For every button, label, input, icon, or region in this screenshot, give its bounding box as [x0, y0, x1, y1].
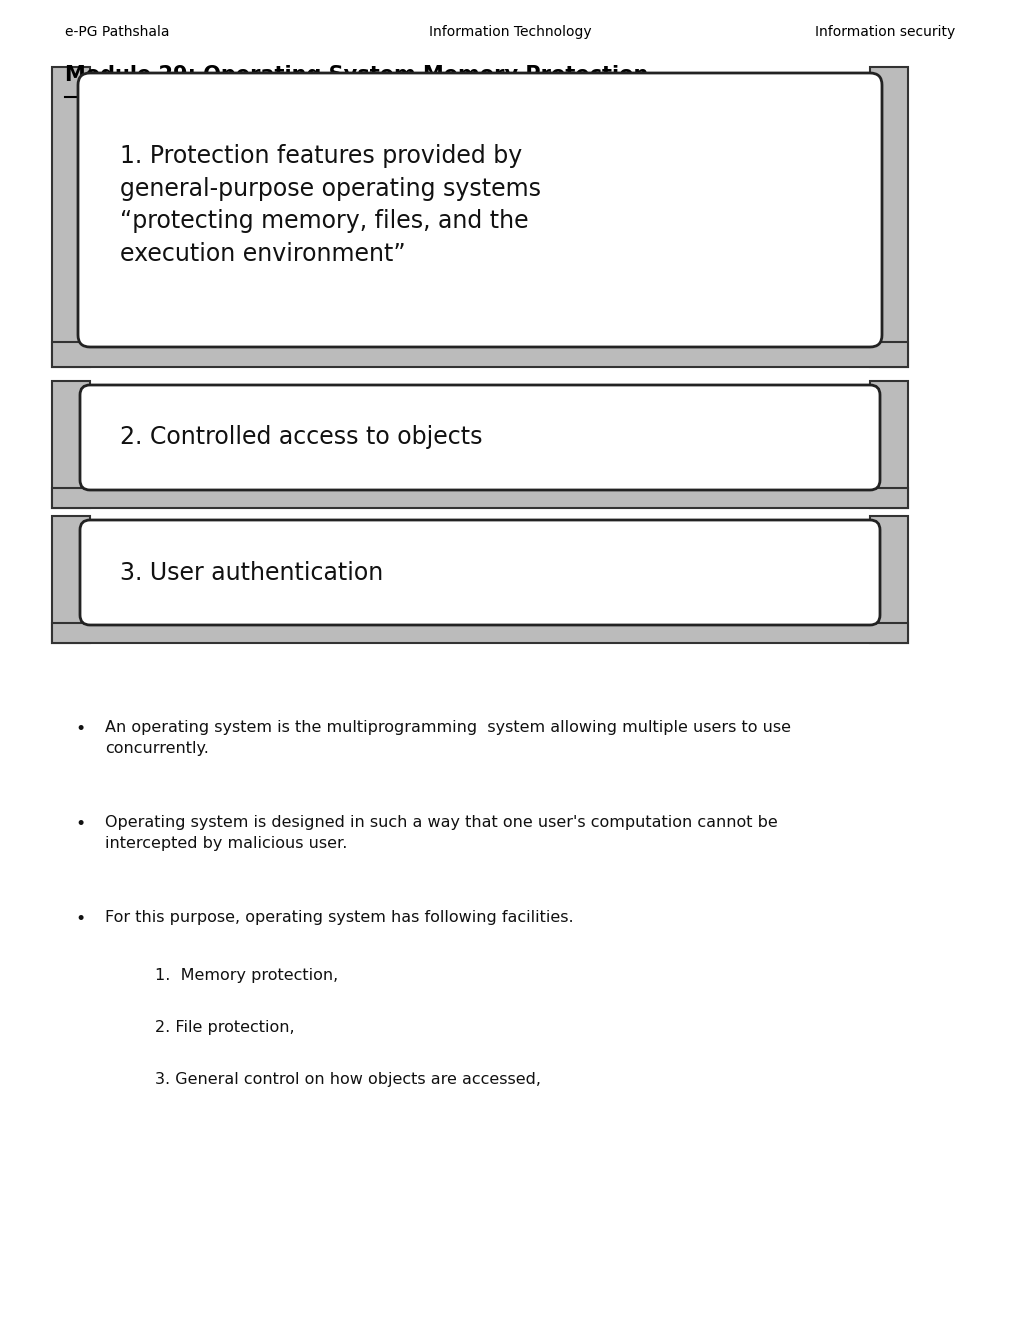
Text: 3. General control on how objects are accessed,: 3. General control on how objects are ac…: [155, 1072, 540, 1086]
FancyBboxPatch shape: [52, 67, 90, 367]
Text: Information security: Information security: [814, 25, 954, 40]
FancyBboxPatch shape: [52, 342, 907, 367]
FancyBboxPatch shape: [869, 67, 907, 367]
Text: •: •: [75, 909, 86, 928]
Text: 3. User authentication: 3. User authentication: [120, 561, 383, 585]
FancyBboxPatch shape: [79, 520, 879, 624]
FancyBboxPatch shape: [52, 516, 90, 643]
FancyBboxPatch shape: [869, 381, 907, 508]
Text: •: •: [75, 719, 86, 738]
FancyBboxPatch shape: [52, 623, 907, 643]
Text: Information Technology: Information Technology: [428, 25, 591, 40]
Text: An operating system is the multiprogramming  system allowing multiple users to u: An operating system is the multiprogramm…: [105, 719, 790, 756]
Text: 2. File protection,: 2. File protection,: [155, 1020, 294, 1035]
Text: e-PG Pathshala: e-PG Pathshala: [65, 25, 169, 40]
Text: 1.  Memory protection,: 1. Memory protection,: [155, 968, 338, 983]
Text: For this purpose, operating system has following facilities.: For this purpose, operating system has f…: [105, 909, 573, 925]
Text: Operating system is designed in such a way that one user's computation cannot be: Operating system is designed in such a w…: [105, 814, 777, 851]
Text: •: •: [75, 814, 86, 833]
Text: 2. Controlled access to objects: 2. Controlled access to objects: [120, 425, 482, 450]
Text: Module 29: Operating System Memory Protection: Module 29: Operating System Memory Prote…: [65, 65, 648, 84]
FancyBboxPatch shape: [77, 73, 881, 347]
FancyBboxPatch shape: [52, 488, 907, 508]
FancyBboxPatch shape: [869, 516, 907, 643]
FancyBboxPatch shape: [52, 381, 90, 508]
FancyBboxPatch shape: [79, 385, 879, 490]
Text: 1. Protection features provided by
general-purpose operating systems
“protecting: 1. Protection features provided by gener…: [120, 144, 540, 265]
